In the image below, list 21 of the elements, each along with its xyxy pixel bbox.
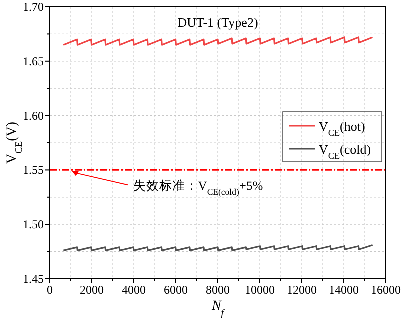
x-axis-title: N$_{f}$ xyxy=(210,299,226,318)
x-tick-label: 4000 xyxy=(122,283,146,297)
x-tick-label: 14000 xyxy=(329,283,359,297)
text: DUT-1 (Type2) xyxy=(178,15,258,30)
y-tick-label: 1.60 xyxy=(23,108,44,123)
y-tick-label: 1.50 xyxy=(23,218,44,232)
x-tick-label: 0 xyxy=(47,283,53,297)
x-tick-label: 12000 xyxy=(287,283,317,297)
y-tick-label: 1.65 xyxy=(23,54,44,68)
y-tick-label: 1.55 xyxy=(23,163,44,178)
x-tick-label: 2000 xyxy=(80,283,104,297)
legend-label: V$_{CE}$(hot) xyxy=(319,119,366,138)
x-tick-label: 16000 xyxy=(371,283,401,297)
x-tick-label: 6000 xyxy=(164,283,188,297)
legend-label: V$_{CE}$(cold) xyxy=(319,142,372,161)
x-tick-label: 8000 xyxy=(206,283,230,297)
y-tick-label: 1.45 xyxy=(23,272,44,286)
legend-label: 失效标准：V$_{CE(cold)}$+5% xyxy=(133,179,264,198)
line-series xyxy=(62,36,374,46)
y-tick-label: 1.70 xyxy=(23,0,44,14)
x-tick-label: 10000 xyxy=(245,283,275,297)
